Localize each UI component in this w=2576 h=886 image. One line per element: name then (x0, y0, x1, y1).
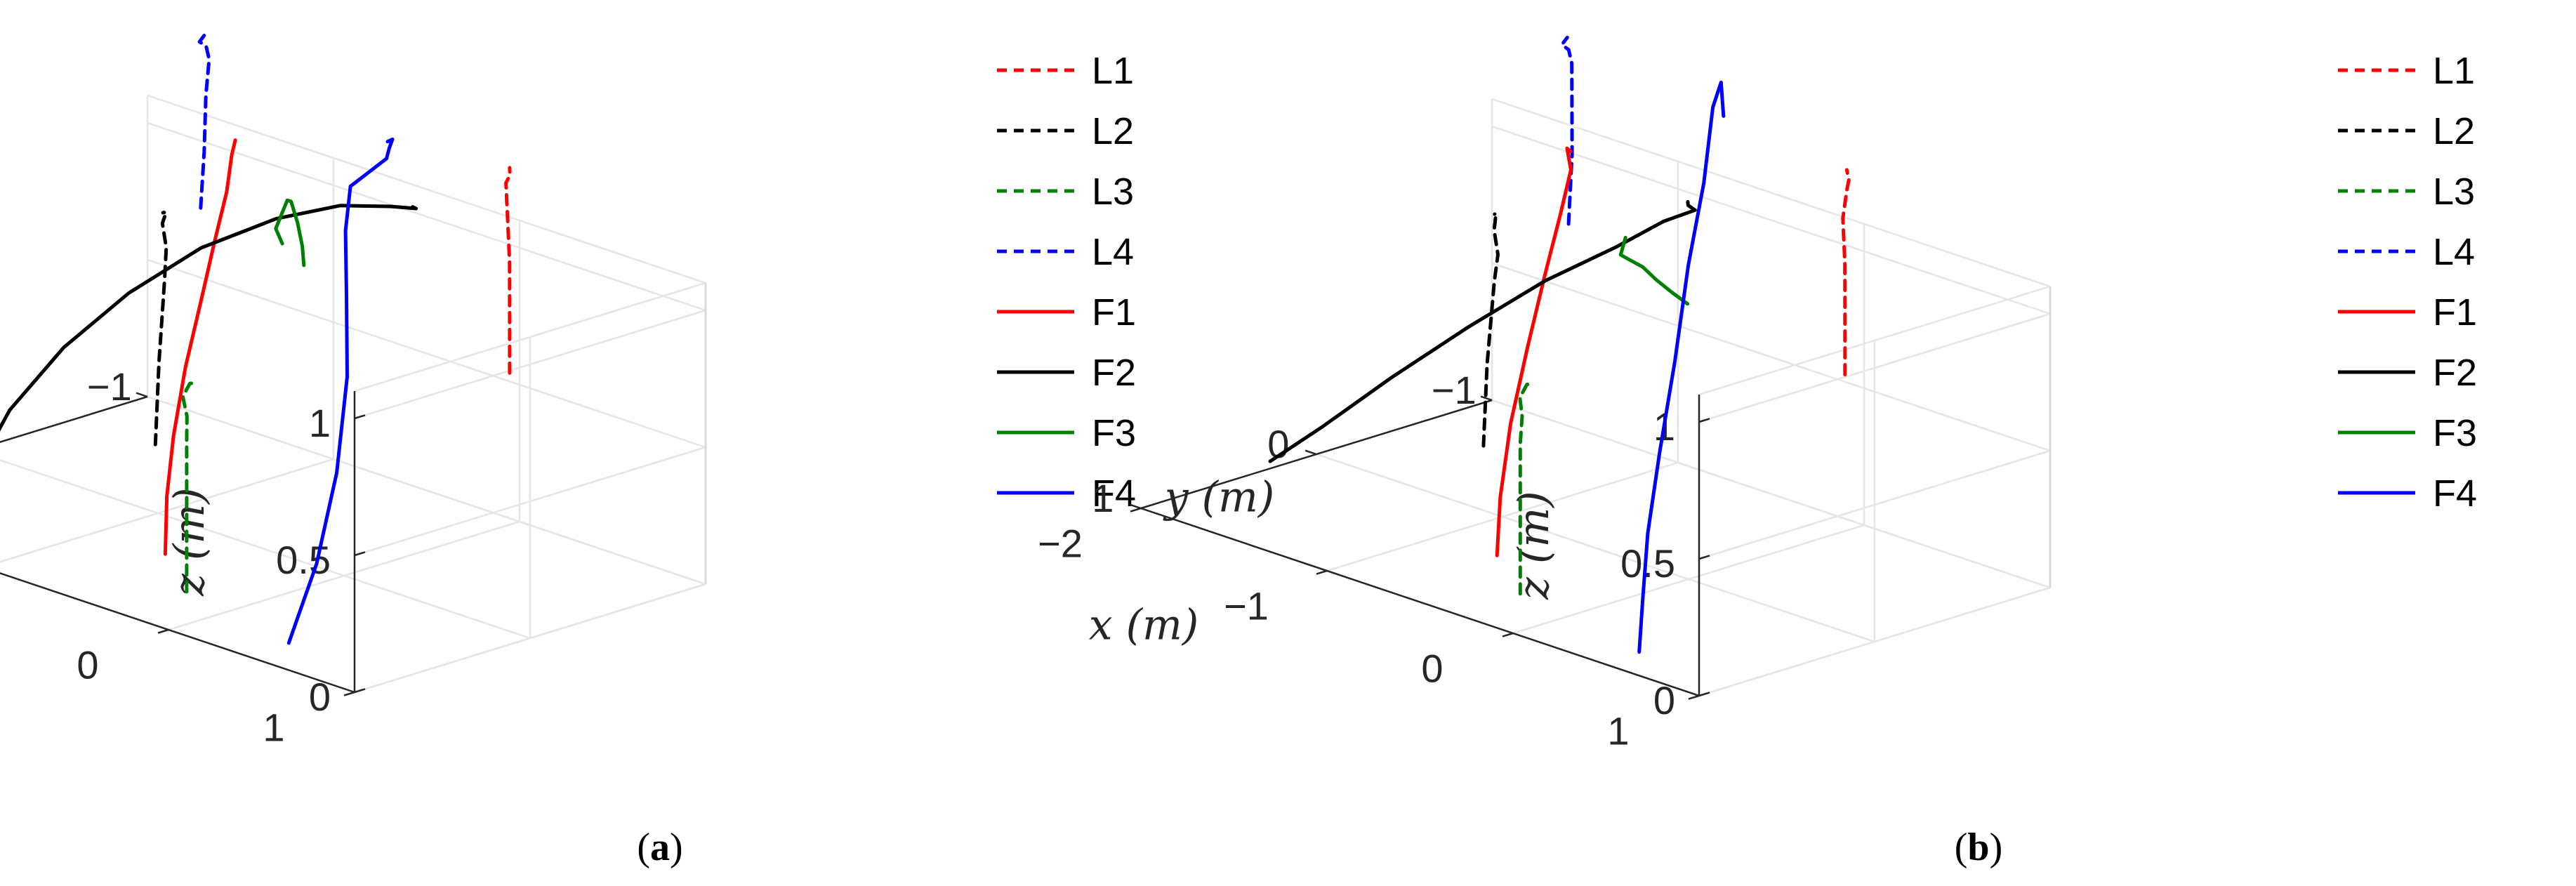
y-axis-label: y (m) (1163, 473, 1275, 522)
series-group (0, 32, 512, 645)
legend-label-L2: L2 (1092, 110, 1134, 152)
legend-label-F2: F2 (1092, 352, 1136, 394)
series-line-F4 (1637, 80, 1726, 654)
x-tick-label: −2 (1038, 521, 1083, 565)
y-tick (1304, 449, 1317, 456)
series-line-L4 (197, 32, 211, 210)
series-line-F2 (0, 204, 418, 432)
grid-line (0, 459, 531, 640)
y-axis-line (0, 395, 148, 443)
legend-label-F3: F3 (2433, 412, 2477, 454)
z-tick-label: 0 (309, 675, 331, 719)
grid-line (1316, 453, 1875, 643)
grid-line (147, 121, 706, 312)
legend-label-F4: F4 (2433, 472, 2477, 515)
series-line-F4 (286, 137, 395, 645)
axes (0, 391, 366, 696)
series-line-L2 (1481, 211, 1500, 448)
series-line-F3 (1618, 235, 1690, 306)
legend: L1 L2 L3 L4 F1 F2 F3 F4 (2338, 50, 2477, 515)
legend-label-L3: L3 (2433, 171, 2475, 213)
grid (0, 94, 707, 694)
series-line-L3 (180, 381, 196, 594)
legend-label-F1: F1 (2433, 291, 2477, 333)
z-tick-label: 0 (1653, 678, 1675, 722)
x-tick (157, 628, 169, 634)
x-tick-label: 0 (77, 642, 98, 687)
grid (1140, 98, 2052, 697)
x-tick (1502, 632, 1514, 637)
x-tick-label: 0 (1421, 646, 1443, 690)
grid-line (1698, 586, 2051, 697)
x-tick (1688, 694, 1700, 700)
x-axis-line (0, 572, 355, 694)
grid-line (1491, 399, 2051, 589)
x-axis-label: x (m) (1089, 600, 1199, 649)
y-tick (1480, 395, 1493, 402)
legend-label-L1: L1 (1092, 50, 1134, 92)
series-line-L4 (1560, 35, 1574, 226)
grid-line (354, 282, 706, 392)
grid-line (147, 258, 706, 449)
grid-line (1491, 125, 2051, 315)
z-tick (1698, 692, 1710, 697)
series-line-F2 (1268, 199, 1697, 463)
grid-line (354, 446, 706, 557)
grid-line (1491, 98, 2051, 288)
panel-caption: (a) (637, 826, 682, 869)
legend-label-L3: L3 (1092, 171, 1134, 213)
legend-label-L4: L4 (2433, 231, 2475, 273)
grid-line (1491, 262, 2051, 452)
z-tick (1698, 418, 1710, 423)
grid-line (1698, 449, 2051, 560)
legend-label-L2: L2 (2433, 110, 2475, 152)
x-tick (1130, 507, 1142, 513)
legend-label-L1: L1 (2433, 50, 2475, 92)
grid-line (354, 583, 706, 694)
z-tick-label: 1 (309, 401, 331, 445)
panel-caption: (b) (1955, 826, 2002, 869)
axes (1129, 395, 1710, 700)
y-tick (1129, 503, 1142, 510)
y-tick (136, 392, 148, 398)
legend-label-F1: F1 (1092, 291, 1136, 333)
series-line-F3 (274, 198, 306, 267)
series-line-L3 (1518, 382, 1533, 596)
y-tick-label: −1 (87, 364, 132, 409)
y-tick-label: −1 (1432, 368, 1477, 412)
x-tick (343, 691, 355, 696)
legend-label-F3: F3 (1092, 412, 1136, 454)
x-tick-label: 1 (1607, 708, 1629, 753)
z-axis-label: z (m) (1510, 491, 1559, 600)
grid-line (354, 309, 706, 420)
grid-line (147, 395, 706, 586)
series-line-L1 (504, 166, 512, 375)
z-axis-label: z (m) (165, 487, 214, 596)
series-line-L1 (1841, 168, 1851, 377)
series-group (1268, 35, 1851, 654)
legend: L1 L2 L3 L4 F1 F2 F3 F4 (997, 50, 1136, 515)
grid-line (1698, 312, 2051, 423)
x-axis-line (1140, 507, 1700, 697)
x-tick (1316, 569, 1328, 575)
z-tick (354, 688, 366, 694)
legend-label-F2: F2 (2433, 352, 2477, 394)
y-tick-label: 1 (1092, 476, 1114, 520)
z-tick (1698, 555, 1710, 560)
grid-line (1698, 285, 2051, 396)
x-tick-label: −1 (1224, 583, 1269, 628)
legend-label-L4: L4 (1092, 231, 1134, 273)
series-line-F1 (1495, 146, 1573, 557)
z-tick (354, 414, 366, 420)
series-line-F1 (163, 138, 237, 556)
grid-line (147, 94, 706, 284)
z-tick (354, 551, 366, 557)
legend-label-F4: F4 (1092, 472, 1136, 515)
x-tick-label: 1 (263, 705, 284, 749)
